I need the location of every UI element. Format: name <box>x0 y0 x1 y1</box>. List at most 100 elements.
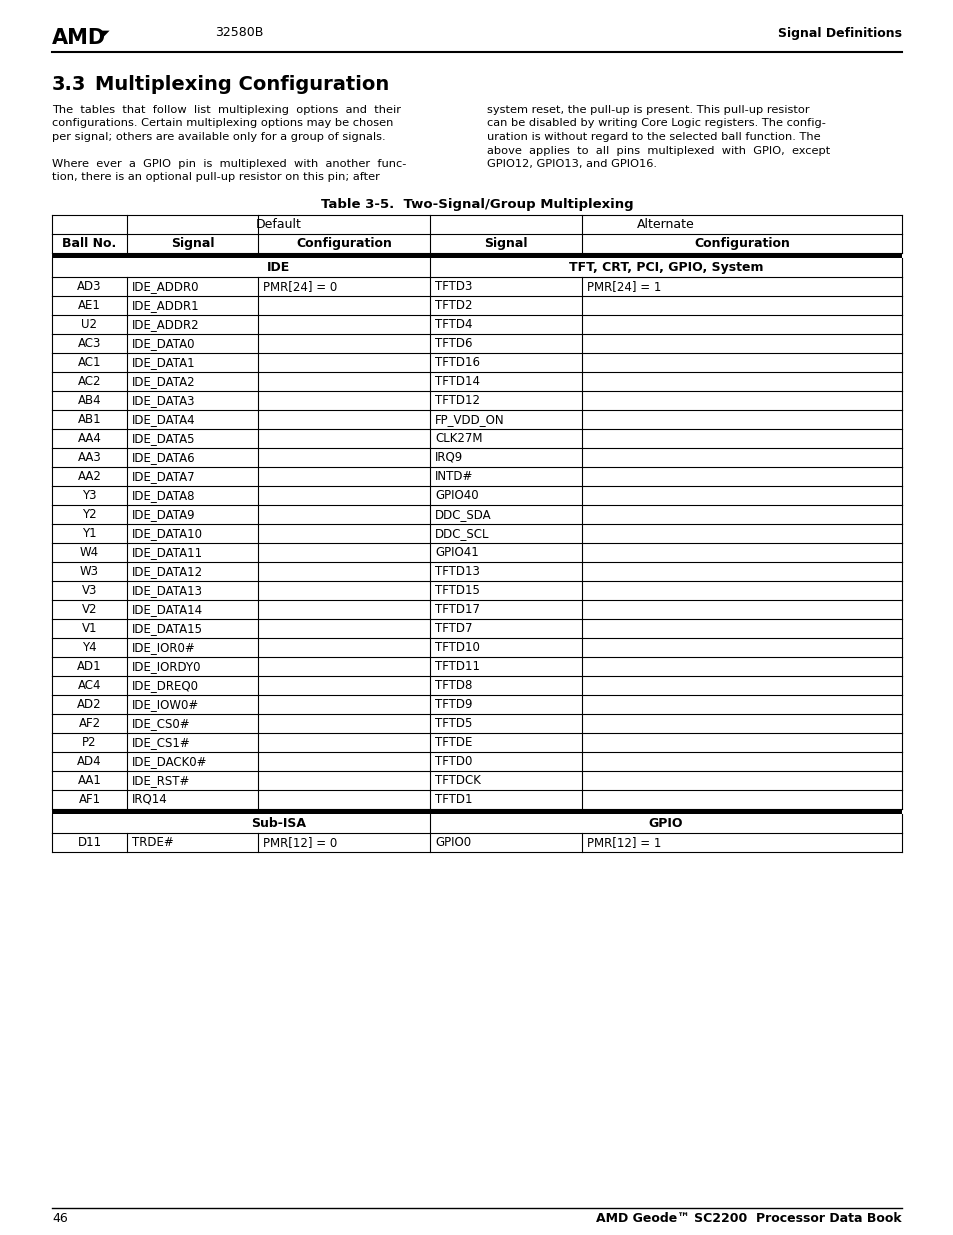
Text: IRQ14: IRQ14 <box>132 793 168 806</box>
Text: IDE_DATA3: IDE_DATA3 <box>132 394 195 408</box>
Bar <box>52 809 901 814</box>
Text: TFTD12: TFTD12 <box>435 394 479 408</box>
Text: Where  ever  a  GPIO  pin  is  multiplexed  with  another  func-: Where ever a GPIO pin is multiplexed wit… <box>52 159 406 169</box>
Text: Y3: Y3 <box>82 489 96 501</box>
Text: TRDE#: TRDE# <box>132 836 173 848</box>
Text: IDE_DATA13: IDE_DATA13 <box>132 584 203 597</box>
Text: Configuration: Configuration <box>694 237 789 249</box>
Text: ◤: ◤ <box>100 28 110 42</box>
Text: Signal: Signal <box>171 237 214 249</box>
Text: IDE: IDE <box>267 261 290 274</box>
Text: TFTD5: TFTD5 <box>435 718 472 730</box>
Text: IDE_IORDY0: IDE_IORDY0 <box>132 659 201 673</box>
Text: TFTD15: TFTD15 <box>435 584 479 597</box>
Text: DDC_SDA: DDC_SDA <box>435 508 491 521</box>
Text: AC4: AC4 <box>77 679 101 692</box>
Text: AF1: AF1 <box>78 793 100 806</box>
Text: IDE_DATA4: IDE_DATA4 <box>132 412 195 426</box>
Text: The  tables  that  follow  list  multiplexing  options  and  their: The tables that follow list multiplexing… <box>52 105 400 115</box>
Text: TFTD8: TFTD8 <box>435 679 472 692</box>
Bar <box>52 253 901 258</box>
Text: Table 3-5.  Two-Signal/Group Multiplexing: Table 3-5. Two-Signal/Group Multiplexing <box>320 198 633 211</box>
Text: IDE_DATA14: IDE_DATA14 <box>132 603 203 616</box>
Text: AD2: AD2 <box>77 698 102 711</box>
Text: GPIO40: GPIO40 <box>435 489 478 501</box>
Text: AC3: AC3 <box>78 337 101 350</box>
Text: TFT, CRT, PCI, GPIO, System: TFT, CRT, PCI, GPIO, System <box>568 261 762 274</box>
Text: Default: Default <box>255 219 301 231</box>
Text: AE1: AE1 <box>78 299 101 312</box>
Text: IDE_DACK0#: IDE_DACK0# <box>132 755 208 768</box>
Text: can be disabled by writing Core Logic registers. The config-: can be disabled by writing Core Logic re… <box>486 119 825 128</box>
Text: IDE_ADDR0: IDE_ADDR0 <box>132 280 199 293</box>
Text: IDE_DATA5: IDE_DATA5 <box>132 432 195 445</box>
Text: above  applies  to  all  pins  multiplexed  with  GPIO,  except: above applies to all pins multiplexed wi… <box>486 146 829 156</box>
Text: D11: D11 <box>77 836 101 848</box>
Text: TFTD6: TFTD6 <box>435 337 472 350</box>
Text: PMR[24] = 1: PMR[24] = 1 <box>586 280 660 293</box>
Text: Sub-ISA: Sub-ISA <box>251 818 306 830</box>
Text: AMD: AMD <box>52 28 106 48</box>
Text: AC2: AC2 <box>77 375 101 388</box>
Text: Signal: Signal <box>484 237 527 249</box>
Text: TFTD11: TFTD11 <box>435 659 479 673</box>
Text: GPIO: GPIO <box>648 818 682 830</box>
Text: 3.3: 3.3 <box>52 75 87 94</box>
Text: CLK27M: CLK27M <box>435 432 482 445</box>
Text: TFTD0: TFTD0 <box>435 755 472 768</box>
Text: TFTD14: TFTD14 <box>435 375 479 388</box>
Text: AC1: AC1 <box>77 356 101 369</box>
Text: W4: W4 <box>80 546 99 559</box>
Text: configurations. Certain multiplexing options may be chosen: configurations. Certain multiplexing opt… <box>52 119 393 128</box>
Text: AB1: AB1 <box>77 412 101 426</box>
Text: W3: W3 <box>80 564 99 578</box>
Text: TFTD13: TFTD13 <box>435 564 479 578</box>
Text: V1: V1 <box>82 622 97 635</box>
Text: AA4: AA4 <box>77 432 101 445</box>
Text: IDE_ADDR2: IDE_ADDR2 <box>132 317 199 331</box>
Text: IDE_DATA11: IDE_DATA11 <box>132 546 203 559</box>
Text: IDE_DATA7: IDE_DATA7 <box>132 471 195 483</box>
Text: IDE_ADDR1: IDE_ADDR1 <box>132 299 199 312</box>
Text: TFTD9: TFTD9 <box>435 698 472 711</box>
Text: V3: V3 <box>82 584 97 597</box>
Text: Y4: Y4 <box>82 641 96 655</box>
Text: IDE_DATA9: IDE_DATA9 <box>132 508 195 521</box>
Text: IDE_DATA2: IDE_DATA2 <box>132 375 195 388</box>
Text: 46: 46 <box>52 1212 68 1225</box>
Text: IDE_CS1#: IDE_CS1# <box>132 736 191 748</box>
Text: U2: U2 <box>81 317 97 331</box>
Text: TFTD2: TFTD2 <box>435 299 472 312</box>
Text: IDE_DREQ0: IDE_DREQ0 <box>132 679 199 692</box>
Text: Alternate: Alternate <box>637 219 694 231</box>
Text: per signal; others are available only for a group of signals.: per signal; others are available only fo… <box>52 132 385 142</box>
Text: IDE_DATA12: IDE_DATA12 <box>132 564 203 578</box>
Text: TFTD7: TFTD7 <box>435 622 472 635</box>
Text: IDE_DATA0: IDE_DATA0 <box>132 337 195 350</box>
Text: IDE_DATA1: IDE_DATA1 <box>132 356 195 369</box>
Text: IDE_IOW0#: IDE_IOW0# <box>132 698 199 711</box>
Text: AD4: AD4 <box>77 755 102 768</box>
Text: TFTD1: TFTD1 <box>435 793 472 806</box>
Text: IRQ9: IRQ9 <box>435 451 463 464</box>
Text: TFTD4: TFTD4 <box>435 317 472 331</box>
Text: P2: P2 <box>82 736 96 748</box>
Text: PMR[24] = 0: PMR[24] = 0 <box>263 280 337 293</box>
Text: TFTD10: TFTD10 <box>435 641 479 655</box>
Text: DDC_SCL: DDC_SCL <box>435 527 489 540</box>
Text: IDE_DATA10: IDE_DATA10 <box>132 527 203 540</box>
Text: INTD#: INTD# <box>435 471 473 483</box>
Text: FP_VDD_ON: FP_VDD_ON <box>435 412 504 426</box>
Text: AA2: AA2 <box>77 471 101 483</box>
Text: IDE_DATA6: IDE_DATA6 <box>132 451 195 464</box>
Text: Signal Definitions: Signal Definitions <box>778 26 901 40</box>
Text: Ball No.: Ball No. <box>62 237 116 249</box>
Text: AD3: AD3 <box>77 280 102 293</box>
Text: TFTDE: TFTDE <box>435 736 472 748</box>
Text: AF2: AF2 <box>78 718 100 730</box>
Text: IDE_DATA8: IDE_DATA8 <box>132 489 195 501</box>
Text: PMR[12] = 0: PMR[12] = 0 <box>263 836 337 848</box>
Text: Y2: Y2 <box>82 508 96 521</box>
Text: Multiplexing Configuration: Multiplexing Configuration <box>95 75 389 94</box>
Text: AD1: AD1 <box>77 659 102 673</box>
